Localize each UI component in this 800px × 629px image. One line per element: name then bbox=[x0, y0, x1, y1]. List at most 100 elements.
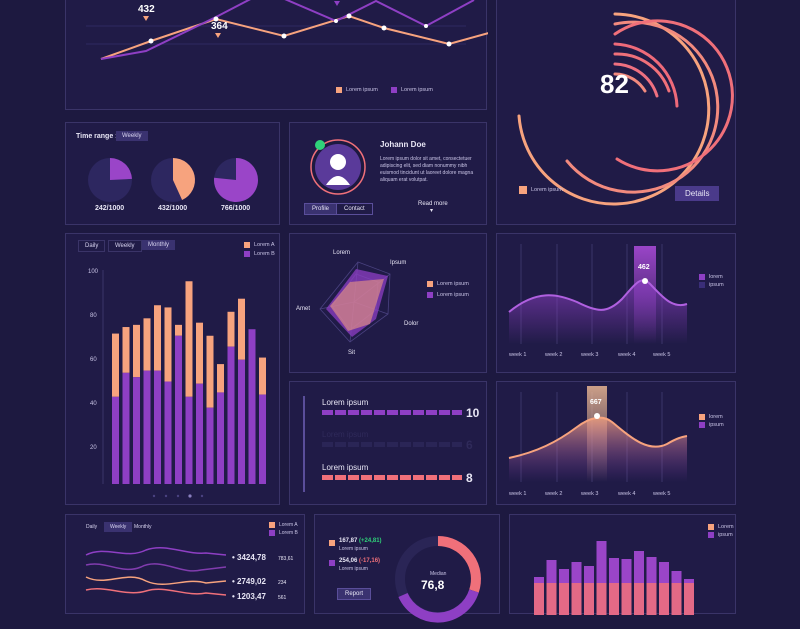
wave2-legend-2: ipsum bbox=[699, 422, 724, 428]
svg-text:week 3: week 3 bbox=[580, 491, 598, 497]
progress-panel: Lorem ipsum 10 Lorem ipsum 6 Lorem ipsum… bbox=[289, 381, 487, 505]
legend-b: Lorem B bbox=[244, 251, 275, 257]
bar-base-12 bbox=[238, 359, 245, 484]
svg-text:Lorem: Lorem bbox=[333, 250, 350, 256]
series-peach-line bbox=[100, 14, 497, 60]
bl-legend-b: Lorem B bbox=[269, 530, 298, 536]
bar-base-4 bbox=[154, 370, 161, 484]
svg-text:week 1: week 1 bbox=[508, 491, 526, 497]
profile-button[interactable]: Profile bbox=[304, 203, 338, 215]
bar-top-2 bbox=[133, 324, 140, 378]
bar-base-2 bbox=[133, 377, 140, 484]
time-range-select[interactable]: Weekly bbox=[116, 131, 148, 141]
bar-top-0 bbox=[112, 333, 119, 397]
svg-text:week 1: week 1 bbox=[508, 352, 526, 358]
bar-base-8 bbox=[196, 383, 203, 484]
small-bar-base-7 bbox=[621, 583, 632, 615]
bl-sub-1: 783,61 bbox=[278, 556, 294, 562]
pie-3-value: 766/1000 bbox=[221, 205, 251, 212]
svg-text:week 4: week 4 bbox=[617, 352, 635, 358]
radar-chart: Lorem Ipsum Dolor Sit Amet bbox=[296, 250, 418, 356]
progress-bar-1 bbox=[322, 410, 462, 415]
small-bar-base-6 bbox=[609, 583, 619, 615]
donut-chart: Median 76,8 bbox=[395, 536, 481, 623]
tab-daily-2[interactable]: Daily bbox=[86, 524, 98, 530]
gauge-value: 82 bbox=[600, 69, 629, 99]
bar-chart: 100 80 60 40 20 bbox=[88, 269, 266, 498]
bar-top-3 bbox=[143, 318, 151, 371]
bar-base-5 bbox=[164, 381, 172, 484]
tab-weekly-2[interactable]: Weekly bbox=[104, 522, 133, 532]
report-button[interactable]: Report bbox=[337, 588, 372, 600]
tab-monthly-2[interactable]: Monthly bbox=[134, 524, 152, 530]
label-364: 364 bbox=[211, 21, 228, 32]
svg-text:week 4: week 4 bbox=[617, 491, 635, 497]
tab-monthly[interactable]: Monthly bbox=[142, 240, 176, 250]
progress-label-1: Lorem ipsum bbox=[322, 398, 369, 407]
bar-top-8 bbox=[196, 322, 203, 384]
wave2-panel: 667 week 1 week 2 week 3 week 4 week 5 l… bbox=[496, 381, 736, 505]
bar-base-1 bbox=[122, 372, 130, 484]
avatar bbox=[310, 139, 366, 195]
contact-button[interactable]: Contact bbox=[336, 203, 373, 215]
bar-top-10 bbox=[217, 364, 224, 393]
pie-group bbox=[88, 158, 258, 202]
tab-weekly[interactable]: Weekly bbox=[108, 240, 142, 252]
bar-base-3 bbox=[143, 370, 151, 484]
series-purple-line bbox=[100, 0, 475, 60]
svg-text:40: 40 bbox=[90, 401, 97, 407]
svg-text:667: 667 bbox=[590, 399, 602, 406]
svg-text:Sit: Sit bbox=[348, 350, 355, 356]
chevron-down-icon[interactable]: ▾ bbox=[430, 208, 434, 214]
svg-text:80: 80 bbox=[90, 313, 97, 319]
bar-top-1 bbox=[122, 327, 130, 373]
time-range-panel: Time range : Weekly 242/1000 432/1000 76… bbox=[65, 122, 280, 225]
pie-2-value: 432/1000 bbox=[158, 205, 188, 212]
gauge-rings: 82 bbox=[517, 12, 734, 206]
svg-text:week 2: week 2 bbox=[544, 352, 562, 358]
profile-panel: Johann Doe Lorem ipsum dolor sit amet, c… bbox=[289, 122, 487, 225]
top-line-chart: 432 364 bbox=[86, 0, 497, 60]
svg-text:60: 60 bbox=[90, 357, 97, 363]
donut-item-2-value: 254,06 (-17,16) bbox=[339, 558, 381, 564]
tab-daily[interactable]: Daily bbox=[78, 240, 106, 252]
bar-base-9 bbox=[206, 407, 214, 484]
small-bar-base-4 bbox=[584, 583, 594, 615]
bar-top-4 bbox=[154, 305, 161, 371]
svg-text:100: 100 bbox=[88, 269, 99, 275]
progress-value-1: 10 bbox=[466, 406, 480, 420]
donut-item-1-label: Lorem ipsum bbox=[339, 546, 368, 552]
donut-item-1-value: 167,87 (+24,81) bbox=[339, 538, 382, 544]
time-range-label: Time range : bbox=[76, 133, 118, 140]
pie-1-slice bbox=[110, 158, 132, 180]
small-bar-base-0 bbox=[534, 583, 544, 615]
bar-top-7 bbox=[185, 281, 193, 397]
bar-top-14 bbox=[259, 357, 266, 395]
bar-top-6 bbox=[175, 324, 182, 336]
bar-top-5 bbox=[164, 307, 172, 382]
small-bar-base-11 bbox=[671, 583, 682, 615]
bar-base-6 bbox=[175, 335, 182, 484]
bar-base-7 bbox=[185, 396, 193, 484]
wave2-legend-1: lorem bbox=[699, 414, 723, 420]
bottom-bar-chart bbox=[534, 541, 694, 615]
bar-top-11 bbox=[227, 311, 235, 347]
radar-legend-1: Lorem ipsum bbox=[427, 281, 469, 287]
bar-base-0 bbox=[112, 396, 119, 484]
pie-3-slice bbox=[214, 158, 258, 202]
pie-2-slice bbox=[173, 158, 196, 201]
small-bar-base-5 bbox=[596, 583, 607, 615]
small-bar-base-9 bbox=[646, 583, 657, 615]
svg-text:Median: Median bbox=[430, 571, 447, 577]
wave1-chart: 462 week 1 week 2 week 3 week 4 week 5 bbox=[508, 244, 688, 358]
bottom-bars-panel: Lorem ipsum bbox=[509, 514, 736, 615]
svg-text:20: 20 bbox=[90, 445, 97, 451]
profile-name: Johann Doe bbox=[380, 140, 426, 149]
progress-label-2: Lorem ipsum bbox=[322, 430, 369, 439]
progress-bar-2 bbox=[322, 442, 462, 447]
online-status-icon bbox=[315, 140, 325, 150]
donut-item-2-label: Lorem ipsum bbox=[339, 566, 368, 572]
read-more-link[interactable]: Read more bbox=[418, 201, 448, 207]
bottom-left-panel: Daily Weekly Monthly Lorem A Lorem B • 3… bbox=[65, 514, 305, 614]
details-button[interactable]: Details bbox=[675, 186, 720, 201]
